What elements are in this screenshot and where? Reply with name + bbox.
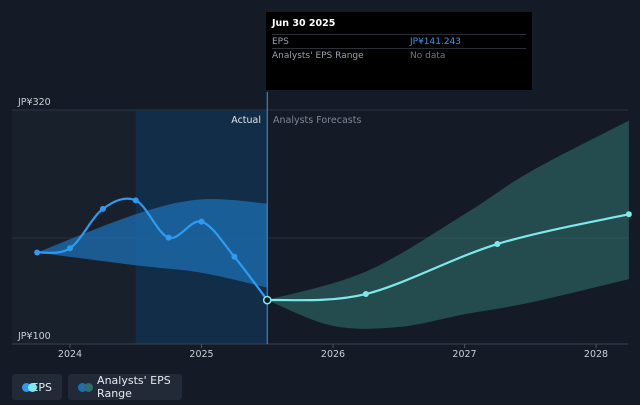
past-eps-range-area bbox=[37, 198, 268, 288]
tooltip: Jun 30 2025 EPS JP¥141.243 Analysts' EPS… bbox=[266, 12, 532, 90]
x-tick-label: 2026 bbox=[321, 349, 345, 360]
eps-forecast-point bbox=[494, 241, 501, 248]
eps-forecast-point bbox=[362, 291, 369, 298]
eps-actual-point bbox=[34, 249, 41, 256]
legend-item-eps[interactable]: EPS bbox=[12, 374, 62, 400]
eps-actual-point bbox=[198, 218, 205, 225]
x-tick-label: 2025 bbox=[189, 349, 213, 360]
tooltip-eps-label: EPS bbox=[272, 36, 289, 47]
tooltip-eps-value: JP¥141.243 bbox=[410, 36, 462, 47]
legend-item-range[interactable]: Analysts' EPS Range bbox=[68, 374, 182, 400]
forecast-label: Analysts Forecasts bbox=[273, 115, 361, 126]
x-tick-label: 2024 bbox=[58, 349, 82, 360]
y-label-top: JP¥320 bbox=[17, 97, 51, 108]
eps-forecast-point bbox=[625, 211, 632, 218]
tooltip-date: Jun 30 2025 bbox=[272, 18, 336, 29]
eps-actual-point bbox=[99, 205, 106, 212]
tooltip-row-eps: EPS JP¥141.243 bbox=[272, 34, 526, 48]
eps-actual-point bbox=[132, 197, 139, 204]
x-tick-label: 2027 bbox=[452, 349, 476, 360]
eps-actual-point bbox=[231, 253, 238, 260]
eps-swatch-icon bbox=[22, 382, 37, 392]
tooltip-range-label: Analysts' EPS Range bbox=[272, 50, 364, 61]
x-tick-label: 2028 bbox=[584, 349, 608, 360]
range-swatch-icon bbox=[78, 382, 93, 392]
eps-forecast-line bbox=[267, 213, 630, 302]
eps-actual-point bbox=[67, 245, 73, 252]
actual-label: Actual bbox=[231, 115, 261, 126]
legend-label-range: Analysts' EPS Range bbox=[97, 374, 171, 400]
tooltip-range-value: No data bbox=[410, 50, 446, 61]
y-label-bottom: JP¥100 bbox=[17, 331, 51, 342]
eps-actual-point bbox=[262, 295, 272, 305]
eps-actual-line bbox=[36, 197, 269, 301]
legend-label-eps: EPS bbox=[31, 380, 52, 394]
forecast-eps-range-area bbox=[267, 120, 629, 329]
tooltip-row-range: Analysts' EPS Range No data bbox=[272, 48, 526, 62]
eps-actual-point bbox=[165, 234, 172, 241]
